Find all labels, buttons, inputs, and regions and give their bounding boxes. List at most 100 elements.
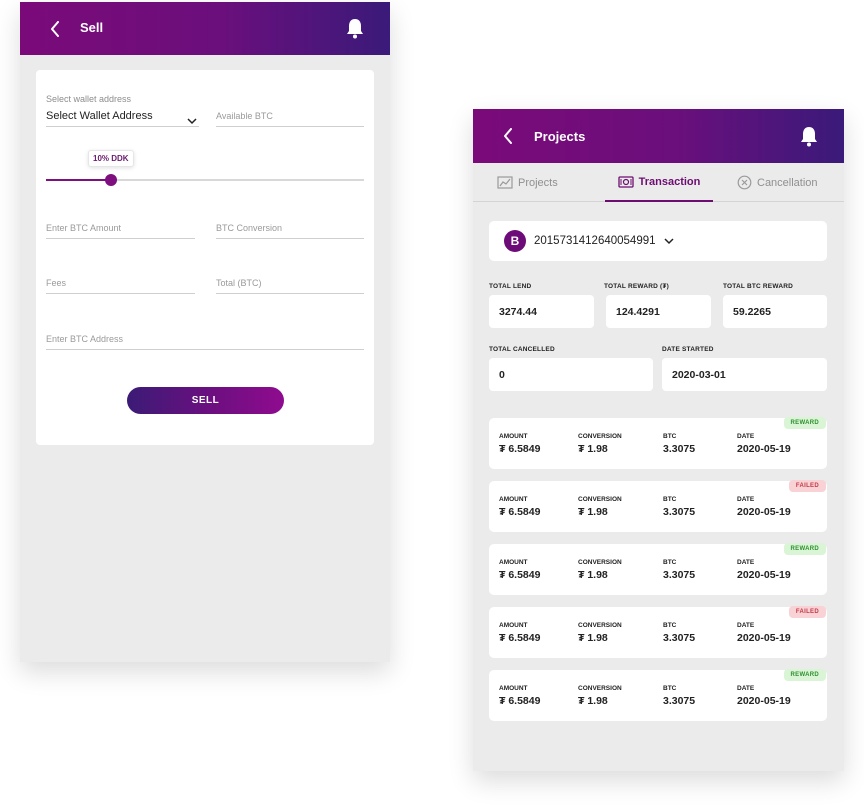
amount-label: AMOUNT <box>499 685 528 692</box>
transaction-btc: BTC 3.3075 <box>663 496 695 518</box>
total-cancelled-label: TOTAL CANCELLED <box>489 346 555 353</box>
wallet-address-value: Select Wallet Address <box>46 110 153 122</box>
total-btc-reward-value: 59.2265 <box>723 295 827 328</box>
btc-conversion-placeholder: BTC Conversion <box>216 223 283 233</box>
conversion-label: CONVERSION <box>578 685 622 692</box>
date-started-label: DATE STARTED <box>662 346 714 353</box>
transaction-btc: BTC 3.3075 <box>663 433 695 455</box>
total-lend-value: 3274.44 <box>489 295 594 328</box>
transaction-card[interactable]: AMOUNT ₮ 6.5849 CONVERSION ₮ 1.98 BTC 3.3075 D… <box>489 417 827 469</box>
sell-app-bar: Sell <box>20 2 390 55</box>
conversion-label: CONVERSION <box>578 559 622 566</box>
total-reward-value: 124.4291 <box>606 295 711 328</box>
chevron-down-icon <box>187 112 197 130</box>
transaction-card[interactable]: AMOUNT ₮ 6.5849 CONVERSION ₮ 1.98 BTC 3.3075 D… <box>489 543 827 595</box>
btc-label: BTC <box>663 433 677 440</box>
tab-transaction-label: Transaction <box>638 175 701 188</box>
exchange-icon <box>617 175 634 188</box>
total-btc-placeholder: Total (BTC) <box>216 278 262 288</box>
btc-address-field[interactable]: Enter BTC Address <box>46 329 364 350</box>
btc-amount-field[interactable]: Enter BTC Amount <box>46 218 195 239</box>
btc-value: 3.3075 <box>663 569 696 581</box>
tab-cancellation-label: Cancellation <box>757 176 818 189</box>
projects-app-bar: Projects <box>473 109 844 163</box>
slider-thumb[interactable] <box>105 174 117 186</box>
date-label: DATE <box>737 433 755 440</box>
date-value: 2020-05-19 <box>737 695 791 707</box>
slider-fill <box>46 179 110 181</box>
conversion-label: CONVERSION <box>578 433 622 440</box>
total-cancelled-value: 0 <box>489 358 653 391</box>
transaction-conversion: CONVERSION ₮ 1.98 <box>578 496 622 518</box>
transaction-amount: AMOUNT ₮ 6.5849 <box>499 496 540 518</box>
fees-placeholder: Fees <box>46 278 67 288</box>
btc-label: BTC <box>663 685 677 692</box>
chevron-left-icon[interactable] <box>40 2 70 55</box>
transaction-card[interactable]: AMOUNT ₮ 6.5849 CONVERSION ₮ 1.98 BTC 3.3075 D… <box>489 480 827 532</box>
date-label: DATE <box>737 559 755 566</box>
page-title: Sell <box>80 20 104 35</box>
btc-conversion-field[interactable]: BTC Conversion <box>216 218 364 239</box>
tab-bar: Projects Transaction Cancellation <box>473 163 844 202</box>
chevron-left-icon[interactable] <box>493 109 523 163</box>
transaction-date: DATE 2020-05-19 <box>737 622 791 644</box>
conversion-label: CONVERSION <box>578 496 622 503</box>
amount-label: AMOUNT <box>499 622 528 629</box>
btc-label: BTC <box>663 496 677 503</box>
status-badge: FAILED <box>788 606 826 618</box>
conversion-value: ₮ 1.98 <box>578 632 608 644</box>
tab-projects[interactable]: Projects <box>497 163 558 202</box>
transaction-btc: BTC 3.3075 <box>663 622 695 644</box>
btc-label: BTC <box>663 559 677 566</box>
date-label: DATE <box>737 685 755 692</box>
transaction-amount: AMOUNT ₮ 6.5849 <box>499 559 540 581</box>
available-btc-field[interactable]: Available BTC <box>216 106 364 127</box>
chevron-down-icon <box>664 232 674 250</box>
transaction-card[interactable]: AMOUNT ₮ 6.5849 CONVERSION ₮ 1.98 BTC 3.3075 D… <box>489 606 827 658</box>
chart-icon <box>497 176 513 189</box>
btc-value: 3.3075 <box>663 506 696 518</box>
transaction-conversion: CONVERSION ₮ 1.98 <box>578 433 622 455</box>
percentage-slider[interactable] <box>46 179 364 181</box>
tab-cancellation[interactable]: Cancellation <box>737 163 818 202</box>
conversion-value: ₮ 1.98 <box>578 443 608 455</box>
amount-value: ₮ 6.5849 <box>499 506 541 518</box>
conversion-value: ₮ 1.98 <box>578 695 608 707</box>
sell-screen: Sell Select wallet address Select Wallet… <box>20 2 390 662</box>
amount-label: AMOUNT <box>499 559 528 566</box>
bell-icon[interactable] <box>342 15 368 41</box>
total-btc-reward-label: TOTAL BTC REWARD <box>723 283 794 290</box>
bitcoin-icon: B <box>504 230 526 252</box>
btc-address-placeholder: Enter BTC Address <box>46 334 124 344</box>
transaction-date: DATE 2020-05-19 <box>737 559 791 581</box>
status-badge: REWARD <box>783 417 826 429</box>
amount-value: ₮ 6.5849 <box>499 569 541 581</box>
tab-projects-label: Projects <box>518 176 558 189</box>
transaction-date: DATE 2020-05-19 <box>737 496 791 518</box>
date-value: 2020-05-19 <box>737 443 791 455</box>
total-btc-field[interactable]: Total (BTC) <box>216 273 364 294</box>
amount-value: ₮ 6.5849 <box>499 632 541 644</box>
amount-label: AMOUNT <box>499 496 528 503</box>
transaction-card[interactable]: AMOUNT ₮ 6.5849 CONVERSION ₮ 1.98 BTC 3.3075 D… <box>489 669 827 721</box>
fees-field[interactable]: Fees <box>46 273 195 294</box>
transaction-conversion: CONVERSION ₮ 1.98 <box>578 559 622 581</box>
wallet-address-select[interactable]: Select Wallet Address <box>46 106 199 127</box>
btc-value: 3.3075 <box>663 695 696 707</box>
conversion-value: ₮ 1.98 <box>578 569 608 581</box>
tab-transaction[interactable]: Transaction <box>605 163 713 202</box>
wallet-address-label: Select wallet address <box>46 94 132 104</box>
sell-button[interactable]: SELL <box>127 387 284 414</box>
conversion-label: CONVERSION <box>578 622 622 629</box>
transaction-btc: BTC 3.3075 <box>663 559 695 581</box>
transaction-amount: AMOUNT ₮ 6.5849 <box>499 685 540 707</box>
amount-value: ₮ 6.5849 <box>499 695 541 707</box>
transaction-conversion: CONVERSION ₮ 1.98 <box>578 622 622 644</box>
available-btc-placeholder: Available BTC <box>216 111 273 121</box>
status-badge: FAILED <box>788 480 826 492</box>
transaction-date: DATE 2020-05-19 <box>737 685 791 707</box>
wallet-select[interactable]: B 2015731412640054991 <box>489 221 827 261</box>
cancel-icon <box>737 175 752 190</box>
page-title: Projects <box>534 129 586 144</box>
bell-icon[interactable] <box>796 123 822 149</box>
